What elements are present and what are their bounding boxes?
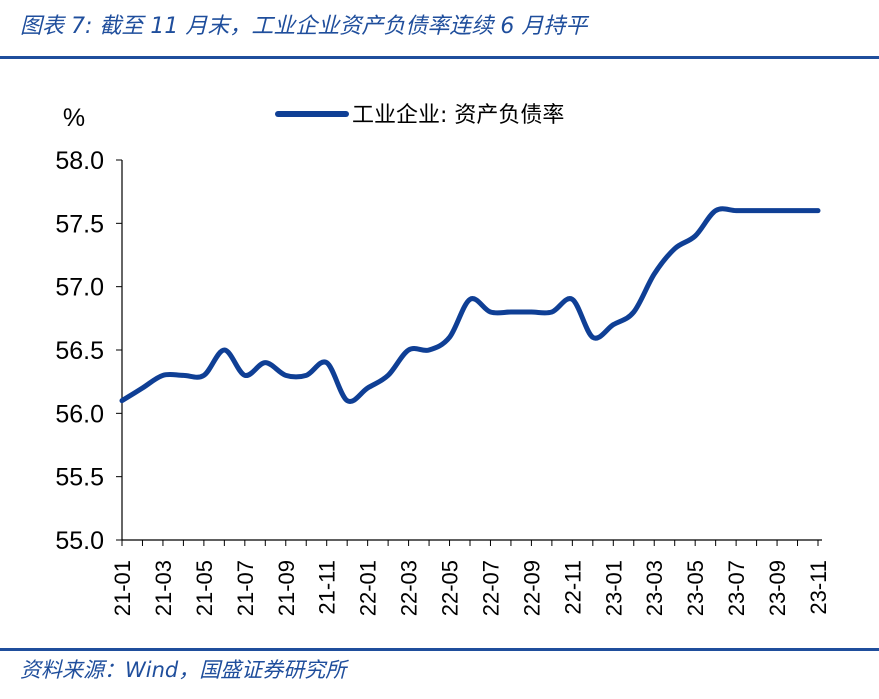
x-tick-label: 22-05 (438, 560, 463, 616)
x-tick-label: 23-09 (765, 560, 790, 616)
x-tick-label: 22-09 (519, 560, 544, 616)
chart-title: 图表 7: 截至 11 月末，工业企业资产负债率连续 6 月持平 (20, 14, 588, 39)
y-tick-label: 55.0 (55, 527, 104, 555)
x-tick-label: 23-05 (683, 560, 708, 616)
x-tick-label: 23-07 (724, 560, 749, 616)
source-note: 资料来源：Wind，国盛证券研究所 (20, 658, 347, 682)
series-layer (119, 206, 821, 404)
y-axis-unit: % (63, 104, 85, 132)
y-tick-label: 55.5 (55, 464, 104, 492)
x-tick-label: 21-05 (192, 560, 217, 616)
x-tick-label: 22-11 (560, 560, 585, 615)
x-tick-label: 22-03 (397, 560, 422, 616)
legend: 工业企业: 资产负债率 (275, 103, 564, 128)
x-tick-label: 23-01 (601, 560, 626, 616)
header-rule (0, 56, 879, 59)
x-tick-label: 23-03 (642, 560, 667, 616)
y-tick-label: 56.5 (55, 337, 104, 365)
x-axis-ticks: 21-01 21-03 21-05 21-07 21-09 21-11 22-01 22-03… (110, 540, 831, 616)
y-axis-ticks: 55.0 55.5 56.0 56.5 57.0 57.5 58.0 (55, 147, 122, 555)
x-tick-label: 23-11 (806, 560, 831, 615)
footer-rule (0, 648, 879, 651)
y-tick-label: 57.5 (55, 210, 104, 238)
x-tick-label: 21-03 (151, 560, 176, 616)
legend-label: 工业企业: 资产负债率 (352, 103, 564, 128)
y-tick-label: 57.0 (55, 274, 104, 302)
x-tick-label: 21-01 (110, 560, 135, 616)
x-tick-label: 21-11 (315, 560, 340, 615)
x-tick-label: 21-09 (274, 560, 299, 616)
x-tick-label: 22-07 (478, 560, 503, 616)
series-line-0 (119, 206, 821, 404)
y-tick-label: 56.0 (55, 400, 104, 428)
x-tick-label: 21-07 (233, 560, 258, 616)
x-tick-label: 22-01 (356, 560, 381, 616)
y-tick-label: 58.0 (55, 147, 104, 175)
